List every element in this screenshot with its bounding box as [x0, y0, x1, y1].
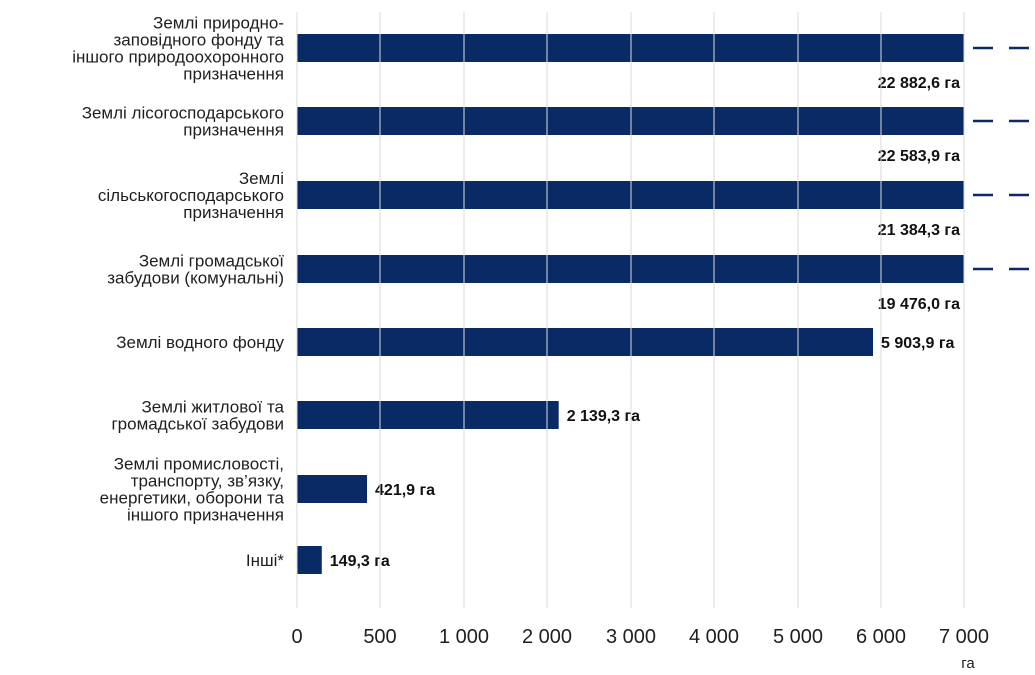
category-label-line: забудови (комунальні) [107, 269, 284, 288]
category-label: Землі лісогосподарського призначення [82, 104, 284, 140]
category-label-line: Інші* [246, 551, 285, 570]
x-tick-label: 0 [291, 626, 302, 648]
data-label: 421,9 га [375, 482, 435, 499]
x-tick-label: 7 000 [939, 626, 989, 648]
category-label: Землі водного фонду [116, 333, 284, 352]
category-label-line: Землі водного фонду [116, 333, 284, 352]
category-label-line: громадської забудови [111, 415, 284, 434]
data-label: 21 384,3 га [878, 222, 960, 239]
data-label: 5 903,9 га [881, 335, 954, 352]
category-label-line: призначення [183, 203, 284, 222]
x-tick-label: 2 000 [522, 626, 572, 648]
category-label-line: Землі лісогосподарського [82, 104, 284, 123]
bar [297, 475, 368, 503]
category-label-line: Землі природно- [153, 14, 284, 33]
category-label-line: призначення [183, 121, 284, 140]
x-tick-label: 4 000 [689, 626, 739, 648]
category-label-line: транспорту, зв’язку, [131, 472, 284, 491]
category-label-line: іншого природоохоронного [72, 48, 284, 67]
data-label: 149,3 га [330, 553, 390, 570]
category-label-line: Землі промисловості, [114, 455, 284, 474]
x-tick-label: 1 000 [439, 626, 489, 648]
category-label: Землі промисловості, транспорту, зв’язку,… [100, 455, 285, 525]
category-label-line: енергетики, оборони та [100, 489, 285, 508]
category-label: Землі громадської забудови (комунальні) [107, 252, 284, 288]
category-label-line: Землі громадської [139, 252, 284, 271]
x-tick-label: 3 000 [606, 626, 656, 648]
x-tick-label: 5 000 [773, 626, 823, 648]
labels-layer: 22 882,6 га Землі природно-заповідного фо… [72, 14, 960, 571]
category-label-line: іншого призначення [127, 506, 284, 525]
x-tick-label: 500 [363, 626, 396, 648]
x-axis: 0 500 1 000 2 000 3 000 4 000 5 000 6 000 7 000 г… [291, 12, 989, 672]
x-axis-unit-label: га [961, 655, 975, 672]
category-label-line: сільськогосподарського [98, 186, 284, 205]
bar [297, 401, 559, 429]
category-label: Інші* [246, 551, 285, 570]
x-tick-label: 6 000 [856, 626, 906, 648]
data-label: 22 583,9 га [878, 148, 960, 165]
bar [297, 328, 874, 356]
category-label: Землі природно-заповідного фонду та іншог… [72, 14, 284, 84]
category-label: Землі сільськогосподарського призначення [98, 169, 284, 222]
data-label: 19 476,0 га [878, 296, 960, 313]
category-label-line: Землі житлової та [142, 398, 285, 417]
category-label-line: призначення [183, 65, 284, 84]
data-label: 22 882,6 га [878, 75, 960, 92]
category-label-line: Землі [239, 169, 284, 188]
category-label: Землі житлової та громадської забудови [111, 398, 284, 434]
bar [297, 546, 322, 574]
data-label: 2 139,3 га [567, 408, 640, 425]
category-label-line: заповідного фонду та [113, 31, 284, 50]
